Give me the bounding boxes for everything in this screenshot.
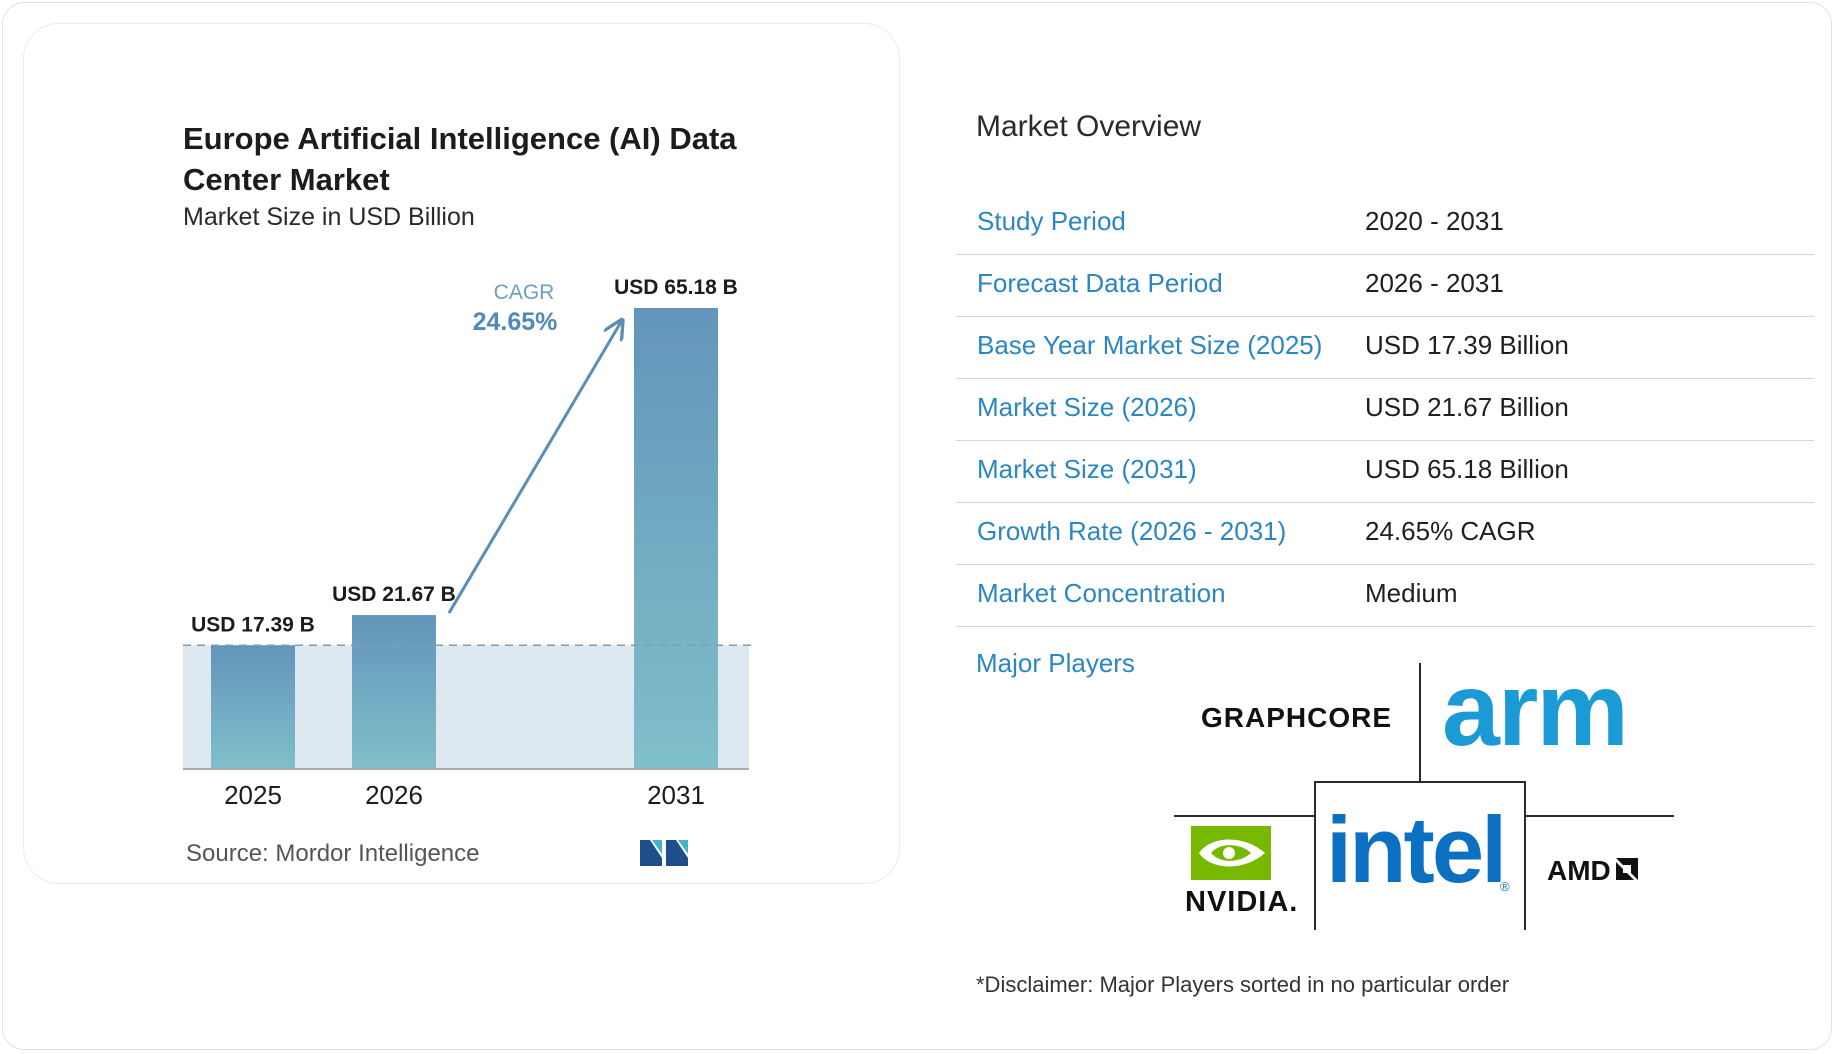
overview-label: Market Size (2031) <box>977 454 1197 484</box>
overview-value: 2020 - 2031 <box>1365 206 1504 236</box>
arm-logo: arm <box>1442 652 1629 768</box>
overview-row-market-size-2031: Market Size (2031) USD 65.18 Billion <box>956 441 1814 503</box>
logo-grid-divider <box>1174 815 1314 817</box>
amd-arrow-icon <box>1616 858 1638 880</box>
overview-row-concentration: Market Concentration Medium <box>956 565 1814 627</box>
chart-subtitle: Market Size in USD Billion <box>183 203 475 231</box>
nvidia-eye-icon <box>1191 826 1271 880</box>
logo-grid-divider <box>1419 663 1421 781</box>
x-tick-label-2025: 2025 <box>224 780 282 810</box>
x-tick-label-2031: 2031 <box>647 780 705 810</box>
data-label-2026: USD 21.67 B <box>332 583 456 606</box>
chart-source: Source: Mordor Intelligence <box>186 840 480 867</box>
x-tick-label-2026: 2026 <box>365 780 423 810</box>
logo-grid-divider <box>1524 781 1526 930</box>
bar-2025 <box>211 645 295 768</box>
logo-grid-divider <box>1314 781 1316 930</box>
overview-value: USD 65.18 Billion <box>1365 454 1569 484</box>
overview-label: Growth Rate (2026 - 2031) <box>977 516 1287 546</box>
intel-registered-mark: ® <box>1500 879 1510 894</box>
data-label-2031: USD 65.18 B <box>614 276 738 299</box>
overview-row-forecast-period: Forecast Data Period 2026 - 2031 <box>956 255 1814 317</box>
amd-logo: AMD <box>1547 855 1611 886</box>
overview-value: USD 21.67 Billion <box>1365 392 1569 422</box>
overview-label: Market Size (2026) <box>977 392 1197 422</box>
nvidia-logo: NVIDIA. <box>1185 886 1299 918</box>
overview-label: Forecast Data Period <box>977 268 1223 298</box>
overview-row-growth-rate: Growth Rate (2026 - 2031) 24.65% CAGR <box>956 503 1814 565</box>
major-players-label: Major Players <box>976 648 1135 678</box>
chart-title: Europe Artificial Intelligence (AI) Data… <box>183 121 737 197</box>
overview-row-market-size-2026: Market Size (2026) USD 21.67 Billion <box>956 379 1814 441</box>
mordor-intelligence-logo-icon <box>640 840 688 866</box>
overview-label: Base Year Market Size (2025) <box>977 330 1323 360</box>
overview-title: Market Overview <box>976 110 1202 143</box>
disclaimer: *Disclaimer: Major Players sorted in no … <box>976 972 1510 997</box>
cagr-label: CAGR <box>494 281 555 304</box>
bar-2031 <box>634 308 718 768</box>
overview-value: 2026 - 2031 <box>1365 268 1504 298</box>
cagr-value: 24.65% <box>473 308 558 336</box>
bar-2026 <box>352 615 436 768</box>
cagr-arrow <box>447 322 621 614</box>
intel-logo: intel <box>1326 797 1507 902</box>
overview-label: Study Period <box>977 206 1126 236</box>
graphcore-logo: GRAPHCORE <box>1201 702 1393 733</box>
overview-label: Market Concentration <box>977 578 1226 608</box>
overview-value: USD 17.39 Billion <box>1365 330 1569 360</box>
data-label-2025: USD 17.39 B <box>191 613 315 636</box>
logo-grid-divider <box>1526 815 1674 817</box>
bar-chart: USD 17.39 B USD 21.67 B USD 65.18 B 2025 202… <box>183 276 753 810</box>
overview-value: 24.65% CAGR <box>1365 516 1536 546</box>
overview-row-base-year: Base Year Market Size (2025) USD 17.39 B… <box>956 317 1814 379</box>
logo-grid-divider <box>1314 781 1525 783</box>
overview-value: Medium <box>1365 578 1458 608</box>
overview-row-study-period: Study Period 2020 - 2031 <box>956 193 1814 255</box>
overview-table: Study Period 2020 - 2031 Forecast Data P… <box>956 193 1814 627</box>
